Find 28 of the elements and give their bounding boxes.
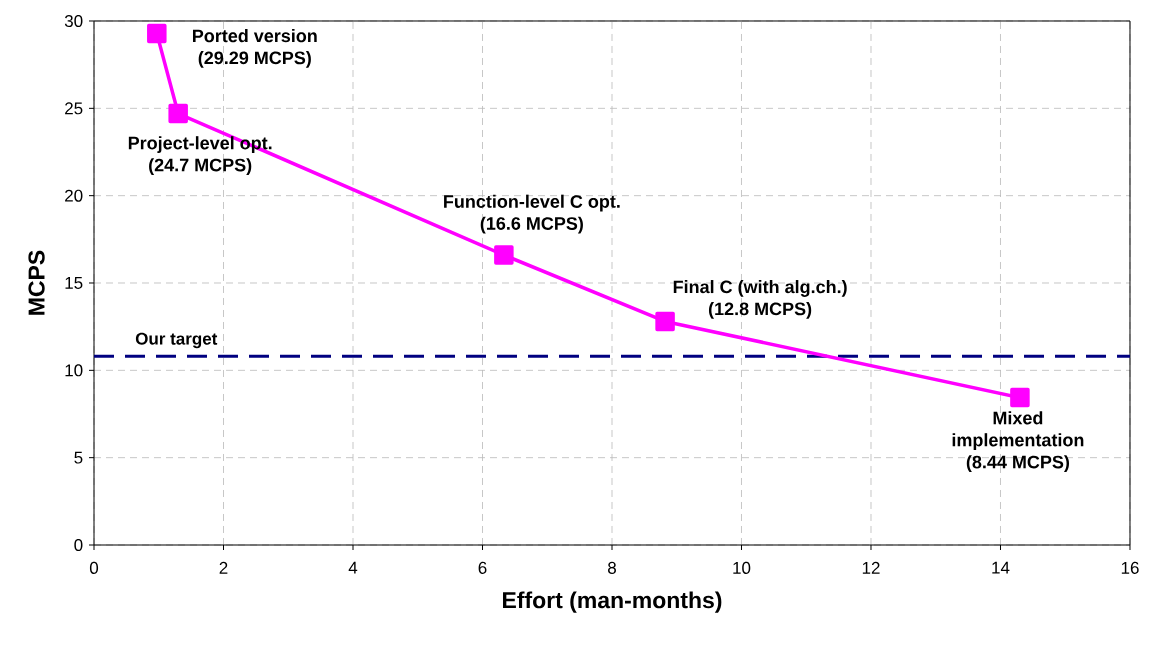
annotation: Function-level C opt. (16.6 MCPS) bbox=[444, 194, 620, 234]
x-tick-label: 10 bbox=[733, 561, 751, 574]
x-tick-label: 4 bbox=[348, 561, 358, 574]
x-tick-label: 2 bbox=[219, 561, 228, 574]
y-tick-label: 20 bbox=[65, 189, 83, 202]
x-tick-label: 6 bbox=[478, 561, 487, 574]
x-tick-label: 8 bbox=[608, 561, 616, 574]
annotation: Final C (with alg.ch.) (12.8 MCPS) bbox=[673, 280, 847, 319]
point bbox=[1010, 387, 1030, 408]
x-tick-label: 12 bbox=[862, 561, 880, 574]
y-tick-label: 15 bbox=[65, 277, 83, 289]
x-tick-label: 16 bbox=[1121, 561, 1139, 574]
x-tick-label: 0 bbox=[89, 561, 99, 574]
ref-line-label: Our target bbox=[135, 332, 218, 349]
y-tick-label: 0 bbox=[74, 538, 83, 552]
y-axis-title: MCPS bbox=[28, 250, 45, 315]
x-axis-title: Effort (man-months) bbox=[503, 591, 722, 613]
annotation: Mixed implementation (8.44 MCPS) bbox=[952, 411, 1084, 472]
point bbox=[655, 311, 675, 332]
y-tick-label: 25 bbox=[65, 102, 83, 115]
point bbox=[494, 245, 514, 265]
y-tick-label: 5 bbox=[74, 451, 83, 464]
y-tick-label: 30 bbox=[64, 14, 83, 28]
point bbox=[168, 103, 188, 124]
annotation: Ported version (29.29 MCPS) bbox=[192, 29, 317, 68]
x-tick-label: 14 bbox=[992, 561, 1010, 574]
y-tick-label: 10 bbox=[65, 364, 83, 377]
point bbox=[147, 23, 167, 44]
